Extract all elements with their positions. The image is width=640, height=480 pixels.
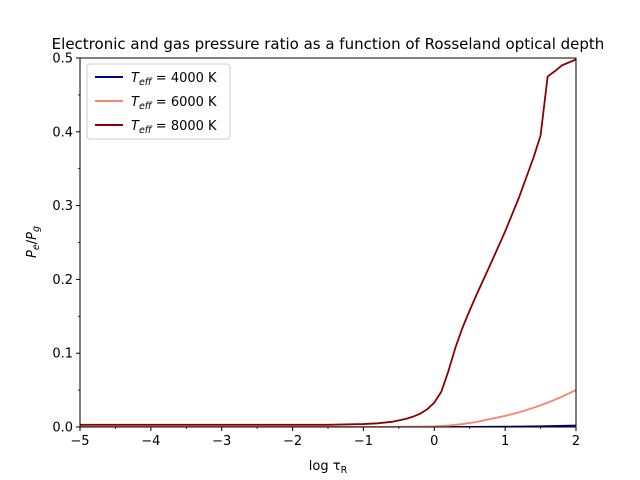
plot-area xyxy=(80,58,576,427)
y-tick-label: 0.3 xyxy=(52,199,73,214)
y-tick-label: 0.2 xyxy=(52,273,73,288)
y-tick-label: 0.4 xyxy=(52,125,73,140)
x-axis-label: log τR xyxy=(309,459,348,476)
x-tick-label: −2 xyxy=(283,434,302,449)
y-axis-label-p: P xyxy=(25,250,40,258)
y-axis-label-g: P xyxy=(25,232,40,240)
x-axis-label-sub: R xyxy=(341,465,348,476)
x-tick-label: 2 xyxy=(572,434,580,449)
x-tick-label: 0 xyxy=(430,434,438,449)
x-tick-label: −4 xyxy=(141,434,160,449)
y-axis-ticks: 0.0 0.1 0.2 0.3 0.4 0.5 xyxy=(52,52,80,436)
x-axis-ticks: −5 −4 −3 −2 −1 0 1 2 xyxy=(70,427,580,449)
legend: Teff = 4000 K Teff = 6000 K Teff = 8000 … xyxy=(86,63,231,140)
y-tick-label: 0.1 xyxy=(52,347,73,362)
legend-label-8000: Teff = 8000 K xyxy=(131,119,217,136)
plot-frame xyxy=(79,57,577,428)
legend-entry-8000: Teff = 8000 K xyxy=(95,119,217,136)
series-line-0 xyxy=(80,424,576,427)
series-line-1 xyxy=(80,389,576,427)
series-line-2 xyxy=(80,58,576,426)
y-tick-label: 0.0 xyxy=(52,421,73,436)
legend-entry-4000: Teff = 4000 K xyxy=(95,71,217,88)
legend-label-4000: Teff = 4000 K xyxy=(131,71,217,88)
y-axis-label-g-sub: g xyxy=(31,226,42,232)
legend-label-6000: Teff = 6000 K xyxy=(131,95,217,112)
y-tick-label: 0.5 xyxy=(52,52,73,67)
x-axis-label-main: log τ xyxy=(309,459,341,474)
y-axis-label: Pe/Pg xyxy=(25,226,42,258)
legend-box xyxy=(86,63,231,140)
chart-title: Electronic and gas pressure ratio as a f… xyxy=(52,35,605,53)
y-axis-label-p-sub: e xyxy=(31,244,42,250)
x-tick-label: −1 xyxy=(354,434,373,449)
legend-entry-6000: Teff = 6000 K xyxy=(95,95,217,112)
x-tick-label: −3 xyxy=(212,434,231,449)
x-tick-label: −5 xyxy=(70,434,89,449)
x-tick-label: 1 xyxy=(501,434,509,449)
y-axis-label-slash: / xyxy=(25,239,40,244)
